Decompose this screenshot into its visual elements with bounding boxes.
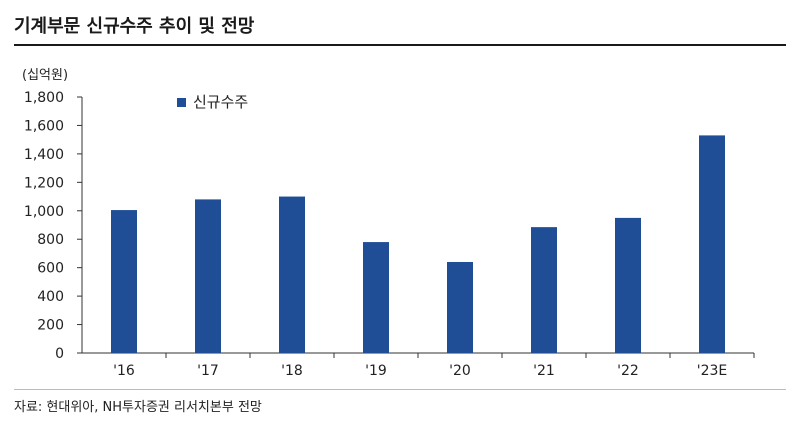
x-tick-label: '21 [533,363,555,379]
y-tick-label: 200 [37,318,64,334]
bar [195,199,221,353]
y-tick-label: 1,000 [24,204,64,220]
y-axis-unit-label: (십억원) [22,68,69,83]
chart-axes [81,97,754,354]
x-tick-label: '22 [617,363,639,379]
x-tick-label: '23E [697,363,728,379]
bar [363,242,389,353]
y-tick-label: 1,200 [24,175,64,191]
x-tick-label: '18 [281,363,303,379]
bar-series [111,135,725,353]
x-tick-label: '19 [365,363,387,379]
y-tick-label: 800 [37,232,64,248]
footer-divider [14,389,786,390]
y-tick-label: 1,800 [24,90,64,106]
y-tick-label: 600 [37,261,64,277]
y-axis-ticks: 0 200 400 600 800 1,000 1,200 1,400 1,600 1,800 [24,90,82,362]
legend: 신규수주 [177,93,248,111]
x-axis-ticks: '16 '17 '18 '19 '20 '21 '22 '23E [113,353,755,379]
y-tick-label: 1,600 [24,118,64,134]
bar [279,196,305,353]
title-divider [14,44,786,46]
bar [531,227,557,353]
x-tick-label: '20 [449,363,471,379]
bar [111,210,137,353]
legend-swatch [177,98,186,107]
y-tick-label: 1,400 [24,147,64,163]
y-tick-label: 400 [37,289,64,305]
legend-label: 신규수주 [193,93,248,111]
x-tick-label: '16 [113,363,135,379]
chart-title: 기계부문 신규수주 추이 및 전망 [14,16,255,37]
x-tick-label: '17 [197,363,219,379]
source-note: 자료: 현대위아, NH투자증권 리서치본부 전망 [14,400,262,415]
bar [615,217,641,353]
bar [699,135,725,353]
bar [447,261,473,353]
y-tick-label: 0 [55,346,64,362]
